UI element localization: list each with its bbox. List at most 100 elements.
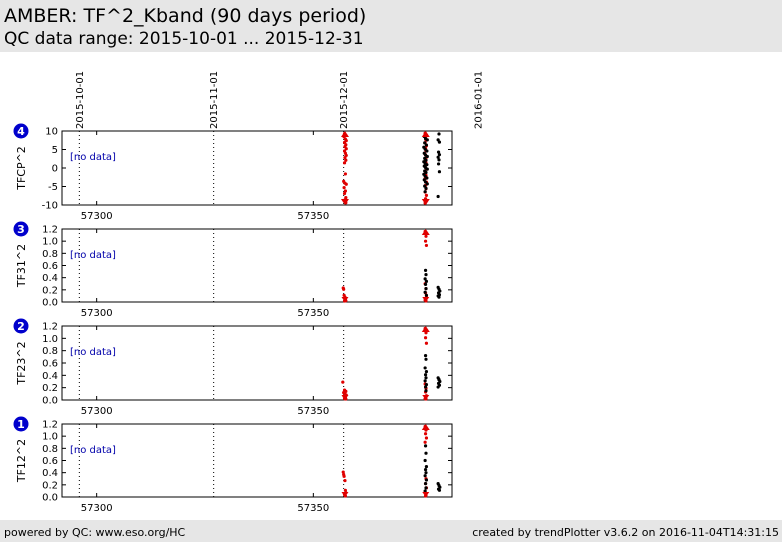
data-point xyxy=(424,478,429,482)
lower-limit-arrow xyxy=(422,395,430,400)
data-point xyxy=(423,190,427,194)
data-point xyxy=(423,290,427,294)
data-point xyxy=(424,279,429,283)
data-point xyxy=(424,143,429,147)
upper-limit-arrow xyxy=(340,131,349,137)
data-point xyxy=(342,161,347,165)
page-subtitle: QC data range: 2015-10-01 ... 2015-12-31 xyxy=(4,29,364,49)
panel-frame xyxy=(61,423,453,498)
x-tick-label: 57300 xyxy=(81,211,113,222)
lower-limit-arrow xyxy=(341,395,349,400)
data-point xyxy=(424,376,428,380)
data-point xyxy=(437,378,441,382)
y-tick-label: 10 xyxy=(45,127,58,138)
data-point xyxy=(425,149,429,153)
y-tick-label: -5 xyxy=(48,182,58,193)
x-tick-label: 57300 xyxy=(81,503,113,514)
data-point xyxy=(423,482,428,486)
y-tick-label: 0.8 xyxy=(42,249,58,260)
data-point xyxy=(425,167,429,171)
data-point xyxy=(424,389,428,393)
panel-frame xyxy=(61,325,453,401)
x-tick-label: 57350 xyxy=(297,308,329,319)
panel-1: 0.0 0.20.40.60.81.01.2 57300 57350 TF12^2 1 [n… xyxy=(13,416,453,514)
upper-limit-arrow xyxy=(421,131,430,137)
data-point xyxy=(343,478,347,483)
y-tick-label: 0.2 xyxy=(42,383,58,394)
y-axis-label: TF12^2 xyxy=(15,439,28,483)
data-point xyxy=(423,432,428,436)
data-point xyxy=(424,370,429,374)
no-data-label: [no data] xyxy=(70,347,116,358)
data-point xyxy=(437,153,442,157)
y-axis-label: TFCP^2 xyxy=(15,146,28,191)
data-point xyxy=(437,132,441,136)
y-tick-label: 1.2 xyxy=(42,420,58,431)
y-tick-label: 0.2 xyxy=(42,285,58,296)
data-point xyxy=(436,155,440,159)
y-tick-label: 0.4 xyxy=(42,273,58,284)
report-footer: powered by QC: www.eso.org/HC created by… xyxy=(0,520,782,542)
data-point xyxy=(437,170,442,174)
data-point xyxy=(437,140,442,144)
lower-limit-arrow xyxy=(341,492,349,497)
y-tick-label: 0.0 xyxy=(42,493,58,504)
data-point xyxy=(424,287,428,291)
data-point xyxy=(342,287,346,291)
y-axis-label: TF23^2 xyxy=(15,341,28,385)
data-point xyxy=(344,147,348,151)
panel-badge-number: 1 xyxy=(17,418,25,431)
y-tick-label: 1.2 xyxy=(42,322,58,333)
data-point xyxy=(423,277,427,281)
data-point xyxy=(424,243,429,248)
data-point xyxy=(425,138,429,142)
y-tick-label: 0 xyxy=(52,164,58,175)
report-header: AMBER: TF^2_Kband (90 days period) QC da… xyxy=(0,0,782,52)
data-point xyxy=(342,191,347,196)
data-point xyxy=(424,273,428,277)
y-tick-label: -10 xyxy=(42,201,58,212)
upper-limit-arrow xyxy=(421,424,430,430)
data-point xyxy=(423,444,428,448)
data-point xyxy=(437,488,442,492)
lower-limit-arrow xyxy=(340,199,349,205)
y-tick-label: 0.6 xyxy=(42,359,58,370)
data-point xyxy=(423,440,427,444)
data-point xyxy=(423,336,428,340)
data-point xyxy=(437,295,441,299)
data-point xyxy=(424,357,428,361)
data-point xyxy=(342,474,346,478)
data-point xyxy=(341,380,345,384)
x-tick-label: 57350 xyxy=(297,211,329,222)
lower-limit-arrow xyxy=(422,297,430,302)
data-point xyxy=(423,474,427,478)
panel-badge-number: 4 xyxy=(17,125,25,138)
data-point xyxy=(424,464,429,469)
data-point xyxy=(423,366,427,370)
data-point xyxy=(344,182,348,186)
data-point xyxy=(425,176,429,180)
date-marker-label: 2015-10-01 xyxy=(75,71,86,129)
data-point xyxy=(424,341,429,345)
panel-badge-number: 3 xyxy=(17,223,25,236)
panel-frame xyxy=(61,130,453,206)
y-tick-label: 0.8 xyxy=(42,346,58,357)
data-point xyxy=(424,451,428,455)
data-point xyxy=(343,189,347,193)
data-point xyxy=(341,470,345,474)
data-point xyxy=(423,239,428,243)
data-point xyxy=(425,163,429,167)
y-tick-label: 0.6 xyxy=(42,456,58,467)
no-data-label: [no data] xyxy=(70,152,116,163)
data-point xyxy=(342,186,346,190)
y-tick-label: 1.0 xyxy=(42,237,58,248)
data-point xyxy=(423,458,427,463)
data-point xyxy=(425,154,429,159)
data-point xyxy=(436,150,441,154)
panel-badge xyxy=(13,318,29,334)
data-point xyxy=(437,158,441,162)
data-point xyxy=(343,156,347,160)
y-tick-label: 0.4 xyxy=(42,468,58,479)
